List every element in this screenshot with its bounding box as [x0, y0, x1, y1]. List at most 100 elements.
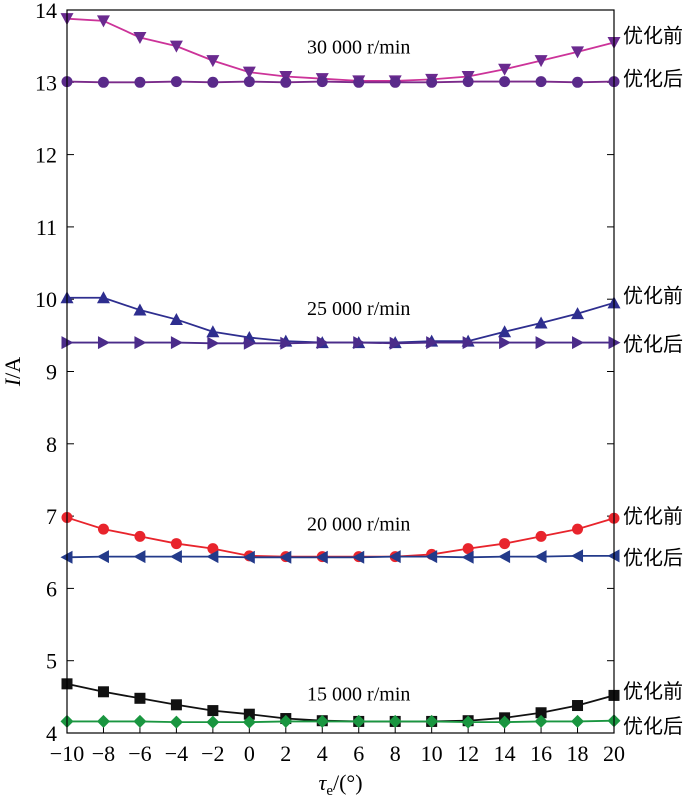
data-point	[572, 700, 584, 712]
data-point	[243, 336, 256, 350]
data-point	[461, 550, 474, 564]
data-point	[280, 76, 292, 88]
data-point	[462, 336, 475, 350]
state-label: 优化后	[623, 67, 683, 91]
x-tick-label: 20	[603, 741, 625, 766]
x-tick-label: 14	[494, 741, 516, 766]
data-point	[207, 705, 219, 717]
speed-label: 30 000 r/min	[307, 36, 410, 58]
x-tick-label: −8	[92, 741, 115, 766]
data-point	[571, 46, 585, 59]
x-tick-label: 12	[457, 741, 479, 766]
data-point	[315, 714, 329, 728]
series-layer	[60, 13, 621, 729]
data-point	[535, 76, 547, 88]
data-point	[389, 336, 402, 350]
y-tick-label: 7	[46, 504, 57, 529]
data-point	[96, 550, 109, 564]
data-point	[353, 76, 365, 88]
series-line	[67, 341, 614, 345]
state-label: 优化前	[623, 284, 683, 308]
x-tick-label: −6	[128, 741, 151, 766]
series-line	[66, 554, 614, 559]
data-point	[498, 715, 512, 729]
data-point	[207, 336, 220, 350]
data-point	[462, 76, 474, 88]
data-point	[206, 550, 219, 564]
data-point	[388, 714, 402, 728]
y-tick-label: 10	[35, 287, 57, 312]
data-point	[133, 303, 147, 316]
data-point	[462, 543, 474, 555]
x-tick-label: 4	[317, 741, 328, 766]
series-line	[66, 17, 615, 82]
data-point	[169, 312, 183, 325]
data-point	[535, 530, 547, 542]
data-point	[169, 715, 183, 729]
data-point	[96, 291, 110, 304]
data-point	[242, 550, 255, 564]
data-point	[170, 76, 182, 88]
series	[60, 549, 620, 564]
data-point	[425, 714, 439, 728]
data-point	[572, 76, 584, 88]
data-point	[243, 76, 255, 88]
series-line	[67, 719, 615, 724]
state-label: 优化前	[623, 504, 683, 528]
series-line	[66, 80, 615, 84]
x-axis-symbol: τ	[318, 770, 327, 795]
data-point	[353, 336, 366, 350]
data-point	[498, 550, 511, 564]
data-point	[426, 336, 439, 350]
y-axis-unit: /A	[0, 357, 25, 379]
data-point	[535, 707, 547, 719]
x-tick-label: 6	[353, 741, 364, 766]
data-point	[535, 336, 548, 350]
data-point	[206, 325, 220, 338]
data-point	[134, 692, 146, 704]
data-point	[461, 715, 475, 729]
data-point	[571, 714, 585, 728]
y-tick-label: 14	[35, 0, 57, 23]
data-point	[534, 316, 548, 329]
data-point	[170, 336, 183, 350]
data-point	[134, 336, 147, 350]
y-tick-label: 13	[35, 70, 57, 95]
data-point	[206, 715, 220, 729]
data-point	[534, 55, 548, 68]
data-point	[316, 76, 328, 88]
data-point	[280, 336, 293, 350]
state-label: 优化前	[623, 23, 683, 47]
data-point	[170, 699, 182, 711]
data-point	[169, 550, 182, 564]
x-tick-label: 10	[421, 741, 443, 766]
data-point	[134, 76, 146, 88]
state-label: 优化后	[623, 545, 683, 569]
data-point	[206, 55, 220, 68]
data-point	[242, 66, 256, 79]
y-tick-label: 9	[46, 360, 57, 385]
data-point	[279, 550, 292, 564]
x-tick-label: −2	[201, 741, 224, 766]
data-point	[279, 714, 293, 728]
x-axis-subscript: e	[326, 783, 333, 799]
state-label: 优化前	[623, 679, 683, 703]
data-point	[97, 523, 109, 535]
data-point	[534, 550, 547, 564]
y-tick-label: 8	[46, 432, 57, 457]
y-axis-label: I/A	[0, 357, 25, 387]
x-tick-label: 0	[244, 741, 255, 766]
data-point	[352, 714, 366, 728]
annotations: 30 000 r/min 25 000 r/min 20 000 r/min 15 0…	[307, 23, 683, 737]
data-point	[425, 550, 438, 564]
x-tick-label: 16	[530, 741, 552, 766]
data-point	[207, 543, 219, 555]
data-point	[572, 523, 584, 535]
data-point	[388, 550, 401, 564]
plot-frame	[66, 9, 615, 734]
data-point	[499, 336, 512, 350]
data-point	[499, 76, 511, 88]
data-point	[96, 15, 110, 28]
x-tick-label: −4	[165, 741, 188, 766]
